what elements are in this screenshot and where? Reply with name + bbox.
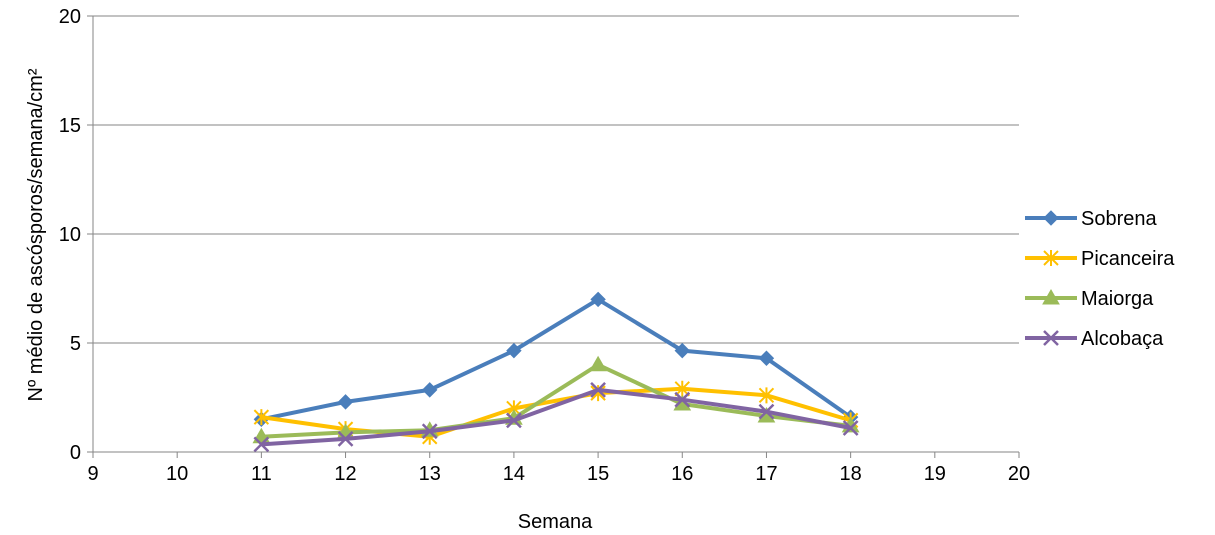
series-line-alcobaca: [261, 387, 852, 447]
y-tick-label-0: 0: [70, 442, 81, 464]
x-tick-label-15: 15: [587, 463, 609, 485]
legend-marker-maiorga: [1042, 288, 1060, 305]
y-tick-labels: 0 5 10 15 20: [59, 6, 81, 464]
series-alcobaca: [253, 381, 859, 453]
data-point-alcobaca-12: [337, 431, 354, 447]
data-point-alcobaca-18: [842, 420, 859, 436]
y-tick-label-20: 20: [59, 6, 81, 28]
legend-marker-sobrena: [1043, 210, 1059, 226]
legend-item-sobrena: Sobrena: [1025, 208, 1157, 230]
gridlines: [93, 15, 1019, 344]
legend-marker-alcobaca: [1043, 330, 1059, 346]
x-tick-label-11: 11: [251, 463, 272, 485]
legend-item-alcobaca: Alcobaça: [1025, 328, 1164, 350]
x-tick-label-13: 13: [419, 463, 441, 485]
series-line-sobrena: [260, 297, 852, 422]
x-tick-label-14: 14: [503, 463, 525, 485]
legend-marker-picanceira: [1043, 250, 1059, 266]
x-tick-label-19: 19: [924, 463, 946, 485]
data-point-sobrena-17: [758, 350, 775, 366]
legend-item-picanceira: Picanceira: [1025, 248, 1175, 270]
data-point-picanceira-11: [253, 409, 270, 426]
legend: Sobrena Picanceira Maiorga Alcobaça: [1025, 208, 1175, 350]
series-line-maiorga: [261, 362, 851, 439]
y-axis-title: Nº médio de ascósporos/semana/cm²: [25, 68, 47, 401]
x-axis-title: Semana: [518, 511, 593, 533]
data-point-alcobaca-14: [506, 412, 522, 429]
data-point-alcobaca-16: [674, 391, 691, 408]
series-sobrena: [253, 291, 859, 428]
x-tick-label-17: 17: [755, 463, 777, 485]
data-point-sobrena-14: [506, 342, 522, 359]
data-point-sobrena-12: [337, 394, 354, 410]
x-tick-label-12: 12: [334, 463, 356, 485]
x-tick-labels: 9 10 11 12 13 14 15 16 17 18 19 20: [87, 463, 1030, 485]
x-tick-label-9: 9: [87, 463, 98, 485]
data-point-alcobaca-17: [758, 403, 775, 420]
data-point-alcobaca-13: [421, 423, 438, 440]
data-point-sobrena-13: [422, 382, 438, 398]
x-tick-label-20: 20: [1008, 463, 1030, 485]
data-point-sobrena-15: [590, 291, 606, 308]
data-point-sobrena-16: [674, 342, 690, 359]
y-tick-label-5: 5: [70, 333, 81, 355]
x-tick-label-18: 18: [840, 463, 862, 485]
legend-label-picanceira: Picanceira: [1081, 248, 1175, 270]
axes: [87, 15, 1020, 458]
data-point-alcobaca-11: [253, 436, 270, 453]
y-tick-label-15: 15: [59, 115, 81, 137]
series-group: [252, 291, 860, 453]
legend-label-maiorga: Maiorga: [1081, 288, 1154, 310]
data-point-maiorga-15: [589, 355, 607, 372]
x-tick-label-16: 16: [671, 463, 693, 485]
y-tick-label-10: 10: [59, 224, 81, 246]
data-point-picanceira-17: [758, 387, 775, 404]
data-point-alcobaca-15: [590, 381, 606, 398]
legend-label-alcobaca: Alcobaça: [1081, 328, 1164, 350]
legend-label-sobrena: Sobrena: [1081, 208, 1157, 230]
x-tick-label-10: 10: [166, 463, 188, 485]
legend-item-maiorga: Maiorga: [1025, 288, 1154, 310]
